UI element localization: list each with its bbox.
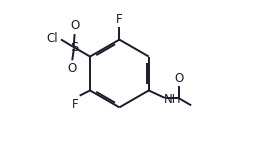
Text: S: S <box>70 41 78 54</box>
Text: O: O <box>70 19 79 32</box>
Text: O: O <box>175 72 184 85</box>
Text: Cl: Cl <box>47 32 58 45</box>
Text: NH: NH <box>164 93 182 106</box>
Text: F: F <box>116 13 123 26</box>
Text: O: O <box>68 62 77 75</box>
Text: F: F <box>71 98 78 111</box>
